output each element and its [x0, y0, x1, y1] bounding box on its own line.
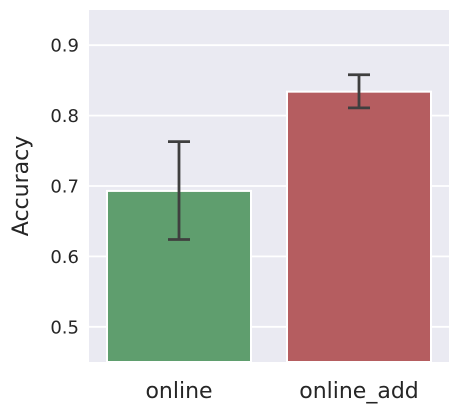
x-category-labels: online online_add — [145, 379, 418, 404]
y-tick-label: 0.7 — [50, 177, 79, 198]
y-tick-label: 0.8 — [50, 106, 79, 127]
error-bar-online — [168, 140, 190, 241]
x-category-label: online — [145, 379, 212, 404]
x-category-label: online_add — [299, 379, 419, 404]
y-axis-label: Accuracy — [9, 136, 34, 236]
bar-online-add — [286, 90, 432, 363]
error-bars — [168, 73, 370, 241]
y-tick-label: 0.6 — [50, 247, 79, 268]
y-tick-labels: 0.5 0.6 0.7 0.8 0.9 — [50, 36, 79, 339]
bars — [106, 90, 432, 363]
error-bar-online-add — [348, 73, 370, 110]
y-tick-label: 0.9 — [50, 36, 79, 57]
y-tick-label: 0.5 — [50, 317, 79, 338]
